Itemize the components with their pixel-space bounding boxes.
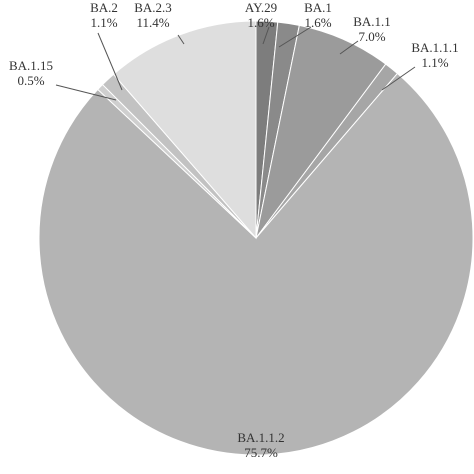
slice-label: BA.1.1 [353, 14, 391, 29]
slice-percent-label: 1.6% [304, 15, 331, 30]
slice-label: BA.1 [304, 0, 332, 15]
pie-slice-ba-1-1-2 [38, 72, 474, 456]
leader-line [55, 84, 117, 101]
leader-line [97, 32, 123, 91]
slice-percent-label: 1.1% [421, 55, 448, 70]
pie-slice-ba-2-3 [112, 20, 257, 240]
slice-percent-label: 1.1% [90, 15, 117, 30]
leader-line [262, 26, 270, 45]
slice-label: BA.1.15 [9, 58, 53, 73]
slice-label: BA.1.1.2 [237, 430, 284, 445]
slice-percent-label: 11.4% [136, 15, 169, 30]
slice-percent-label: 1.6% [247, 15, 274, 30]
leader-line [278, 26, 312, 48]
slice-label: BA.2.3 [134, 0, 172, 15]
slice-percent-label: 75.7% [244, 445, 278, 460]
leader-line [339, 40, 359, 55]
slice-label: BA.1.1.1 [411, 40, 458, 55]
leader-line [381, 66, 416, 91]
slice-label: AY.29 [245, 0, 277, 15]
leader-line [177, 34, 185, 45]
slice-percent-label: 0.5% [17, 73, 44, 88]
slice-label: BA.2 [90, 0, 118, 15]
slice-percent-label: 7.0% [358, 29, 385, 44]
